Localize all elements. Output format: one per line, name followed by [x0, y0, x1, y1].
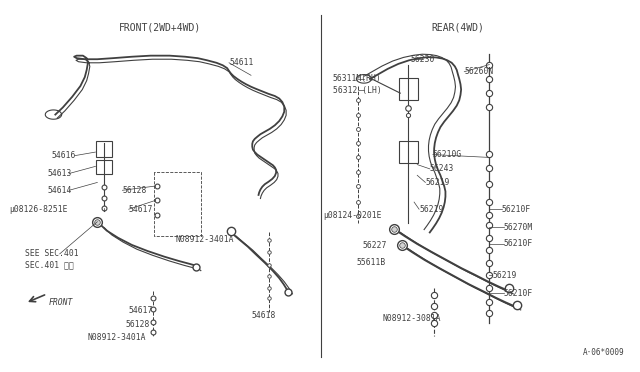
- Text: 54616: 54616: [52, 151, 76, 160]
- FancyBboxPatch shape: [399, 78, 418, 100]
- Text: REAR(4WD): REAR(4WD): [431, 22, 484, 32]
- Text: 54618: 54618: [251, 311, 275, 320]
- Text: 54611: 54611: [229, 58, 253, 67]
- Text: SEC.401 参照: SEC.401 参照: [25, 261, 74, 270]
- Text: FRONT: FRONT: [49, 298, 74, 307]
- Text: 56210F: 56210F: [504, 239, 533, 248]
- Text: 56243: 56243: [430, 164, 454, 173]
- Text: 56219: 56219: [493, 271, 517, 280]
- Text: 56128: 56128: [122, 186, 147, 195]
- Text: 56230: 56230: [411, 55, 435, 64]
- Text: 56219: 56219: [419, 205, 444, 214]
- FancyBboxPatch shape: [96, 160, 113, 173]
- Text: 56227: 56227: [363, 241, 387, 250]
- Text: 54613: 54613: [47, 169, 72, 178]
- Text: 56270M: 56270M: [504, 222, 533, 231]
- Text: 56312 (LH): 56312 (LH): [333, 86, 381, 95]
- Text: FRONT(2WD+4WD): FRONT(2WD+4WD): [119, 22, 201, 32]
- Text: 54614: 54614: [47, 186, 72, 195]
- Text: 54617: 54617: [129, 307, 153, 315]
- Text: SEE SEC.401: SEE SEC.401: [25, 249, 79, 258]
- Text: µ08126-8251E: µ08126-8251E: [10, 205, 68, 214]
- Text: A·06*0009: A·06*0009: [582, 347, 624, 356]
- Text: N08912-3401A: N08912-3401A: [88, 333, 147, 342]
- Text: 54617: 54617: [129, 205, 153, 214]
- Text: N08912-3401A: N08912-3401A: [176, 235, 234, 244]
- FancyBboxPatch shape: [399, 141, 418, 163]
- Text: 56210G: 56210G: [433, 150, 462, 159]
- Text: 56311M(RH): 56311M(RH): [333, 74, 381, 83]
- Text: µ08124-0201E: µ08124-0201E: [323, 211, 381, 220]
- Text: 56260N: 56260N: [464, 67, 493, 76]
- Text: 56219: 56219: [426, 178, 450, 187]
- Text: 56210F: 56210F: [502, 205, 531, 214]
- Text: 56210F: 56210F: [504, 289, 533, 298]
- Text: 55611B: 55611B: [356, 258, 386, 267]
- Text: N08912-3081A: N08912-3081A: [383, 314, 441, 323]
- Text: 56128: 56128: [125, 320, 150, 329]
- FancyBboxPatch shape: [96, 141, 113, 157]
